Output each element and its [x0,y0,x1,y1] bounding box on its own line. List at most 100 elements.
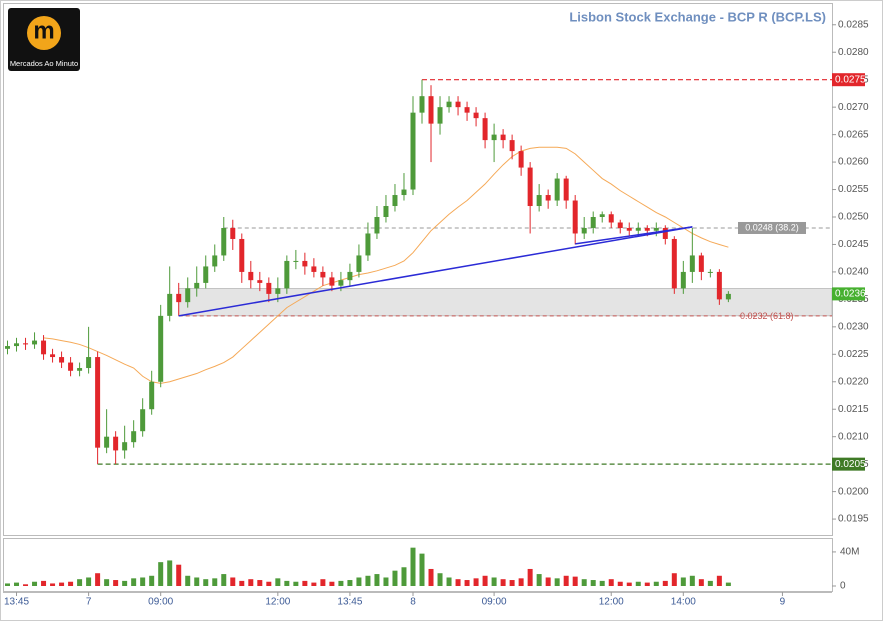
volume-bar [599,580,605,586]
logo-circle [27,16,61,50]
y-tick-label: 0.0215 [838,404,869,415]
volume-bar [59,582,65,586]
volume-bar [257,580,263,586]
volume-bar [392,570,398,586]
candle-body [716,271,722,300]
volume-bar [671,573,677,586]
volume-bar [626,582,632,586]
candle-body [320,271,326,278]
fib-label: 0.0248 (38.2) [745,222,799,232]
volume-bar [185,575,191,586]
volume-bar [689,575,695,586]
volume-bar [455,579,461,586]
volume-bar [419,553,425,586]
candle-body [635,227,641,231]
candle-body [212,255,218,267]
volume-bar [338,580,344,586]
volume-bar [509,580,515,586]
price-level-box [832,287,865,301]
logo: m Mercados Ao Minuto [8,8,80,71]
volume-bar [311,582,317,586]
y-tick-label: 0.0270 [838,102,869,113]
price-level-box [832,73,865,87]
candle-body [707,271,713,273]
y-tick-label: 0.0210 [838,431,869,442]
x-tick-label: 8 [410,597,416,608]
candle-body [680,271,686,289]
candle-body [392,195,398,207]
volume-bar [68,581,74,586]
volume-bar [698,579,704,586]
volume-bar [275,578,281,586]
candle-body [32,340,38,345]
volume-panel [3,538,833,592]
candle-body [491,134,497,141]
candle-body [410,112,416,190]
x-tick-label: 12:00 [265,597,290,608]
volume-bar [491,577,497,586]
y-tick-label: 0.0220 [838,376,869,387]
candle-body [41,340,47,355]
volume-bar [707,580,713,586]
candle-body [338,280,344,286]
volume-bar [212,578,218,586]
x-tick-label: 9 [780,597,786,608]
volume-bar [176,564,182,586]
candle-body [311,266,317,272]
candle-body [14,343,20,347]
price-level-label: 0.0205 [835,459,866,470]
volume-bar [104,579,110,586]
volume-bar [5,583,11,586]
candle-body [113,436,119,451]
volume-bar [113,580,119,586]
volume-bar [545,577,551,586]
price-panel [3,3,833,536]
candle-body [455,101,461,108]
candle-body [572,200,578,234]
volume-bar [347,580,353,586]
volume-bar [131,578,137,586]
candle-body [365,233,371,256]
candle-body [266,282,272,294]
candle-body [554,178,560,201]
logo-text: Mercados Ao Minuto [10,59,78,68]
candle-body [59,357,65,363]
price-level-box [832,457,865,471]
volume-bar [527,568,533,586]
candle-body [77,368,83,371]
candle-body [257,280,263,283]
volume-bar [437,573,443,586]
candle-body [527,167,533,207]
volume-bar [383,577,389,586]
volume-bar [239,580,245,586]
volume-bar [680,577,686,586]
candle-body [698,255,704,272]
candle-body [347,271,353,281]
volume-bar [167,560,173,586]
volume-bar [149,575,155,586]
candle-body [428,96,434,124]
candle-body [302,260,308,267]
volume-bar [14,582,20,586]
candle-body [653,227,659,231]
candle-body [23,343,29,345]
candle-body [608,214,614,223]
y-tick-label: 0.0265 [838,129,869,140]
volume-bar [482,575,488,586]
volume-bar [293,581,299,586]
candle-body [671,238,677,289]
candle-body [482,118,488,141]
candle-body [149,381,155,410]
volume-bar [563,575,569,586]
candle-body [545,195,551,201]
candle-body [167,293,173,316]
candle-body [185,288,191,303]
y-tick-label: 0.0285 [838,19,869,30]
candle-body [293,260,299,262]
volume-bar [446,577,452,586]
chart-title: Lisbon Stock Exchange - BCP R (BCP.LS) [569,9,826,24]
y-tick-label: 0.0200 [838,486,869,497]
volume-bar [428,568,434,586]
volume-tick-label: 40M [840,547,859,558]
y-tick-label: 0.0260 [838,157,869,168]
